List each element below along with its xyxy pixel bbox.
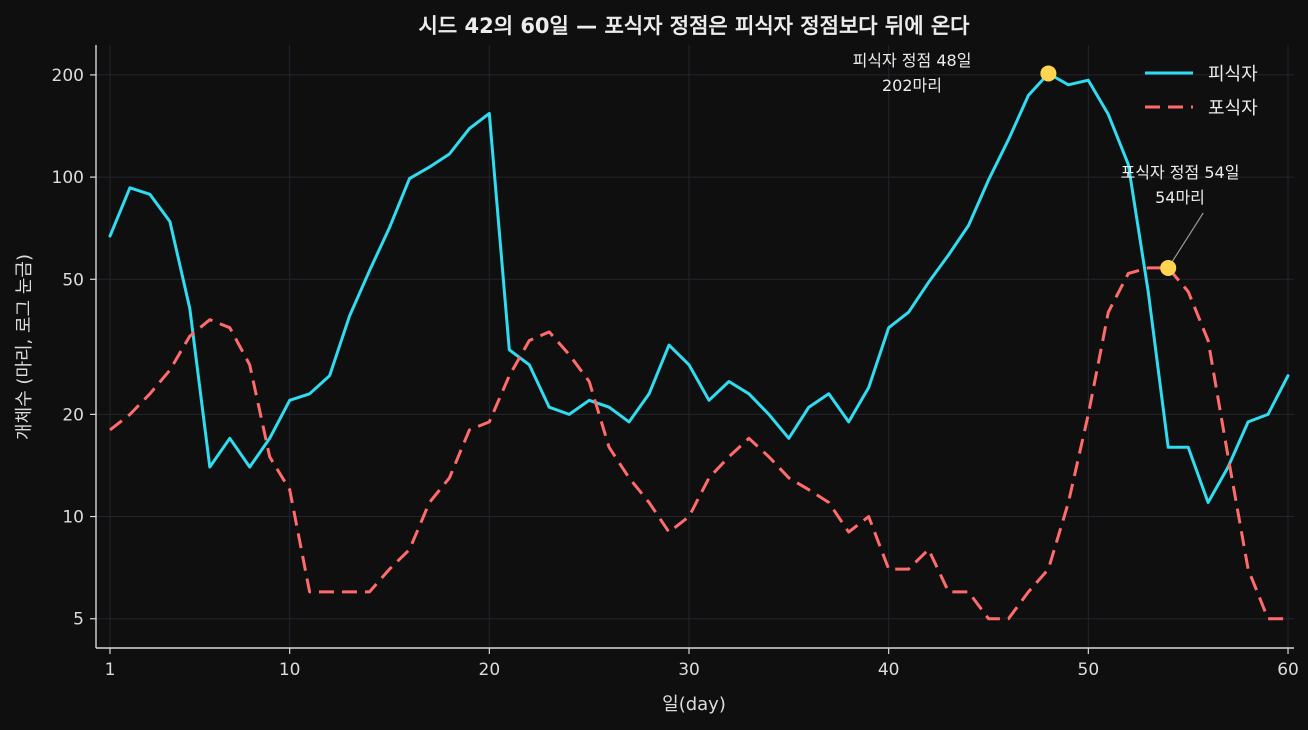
y-tick-label: 10	[62, 508, 84, 528]
series-line-predator	[109, 266, 1288, 621]
y-tick-label: 200	[52, 66, 84, 86]
grid	[96, 45, 1294, 648]
x-tick-label: 50	[1078, 660, 1100, 680]
x-tick-label: 10	[279, 660, 301, 680]
y-tick-label: 100	[52, 168, 84, 188]
predator-peak-marker	[1160, 259, 1177, 276]
y-axis-label: 개체수 (마리, 로그 눈금)	[14, 254, 35, 440]
series-line-prey	[108, 72, 1290, 504]
x-tick-label: 40	[878, 660, 900, 680]
x-tick-label: 60	[1277, 660, 1299, 680]
series-lines	[108, 72, 1290, 621]
predator-peak-annotation-line1: 포식자 정점 54일	[1121, 163, 1240, 182]
y-tick-label: 5	[73, 610, 84, 630]
prey-peak-marker	[1040, 65, 1057, 82]
prey-peak-annotation-line2: 202마리	[882, 76, 942, 95]
legend-label-prey: 피식자	[1208, 64, 1258, 85]
y-tick-label: 50	[62, 270, 84, 290]
axes: 1 10 20 30 40 50 60 5 10 20 50 100 200	[52, 45, 1299, 680]
x-tick-label: 30	[678, 660, 700, 680]
y-tick-label: 20	[62, 405, 84, 425]
predator-peak-leader-line	[1167, 212, 1204, 269]
x-tick-label: 20	[479, 660, 501, 680]
x-tick-label: 1	[105, 660, 116, 680]
chart-title: 시드 42의 60일 — 포식자 정점은 피식자 정점보다 뒤에 온다	[419, 14, 971, 38]
prey-peak-annotation-line1: 피식자 정점 48일	[853, 51, 972, 70]
x-axis-label: 일(day)	[662, 694, 726, 715]
legend-label-predator: 포식자	[1208, 98, 1258, 119]
predator-peak-annotation-line2: 54마리	[1155, 188, 1205, 207]
